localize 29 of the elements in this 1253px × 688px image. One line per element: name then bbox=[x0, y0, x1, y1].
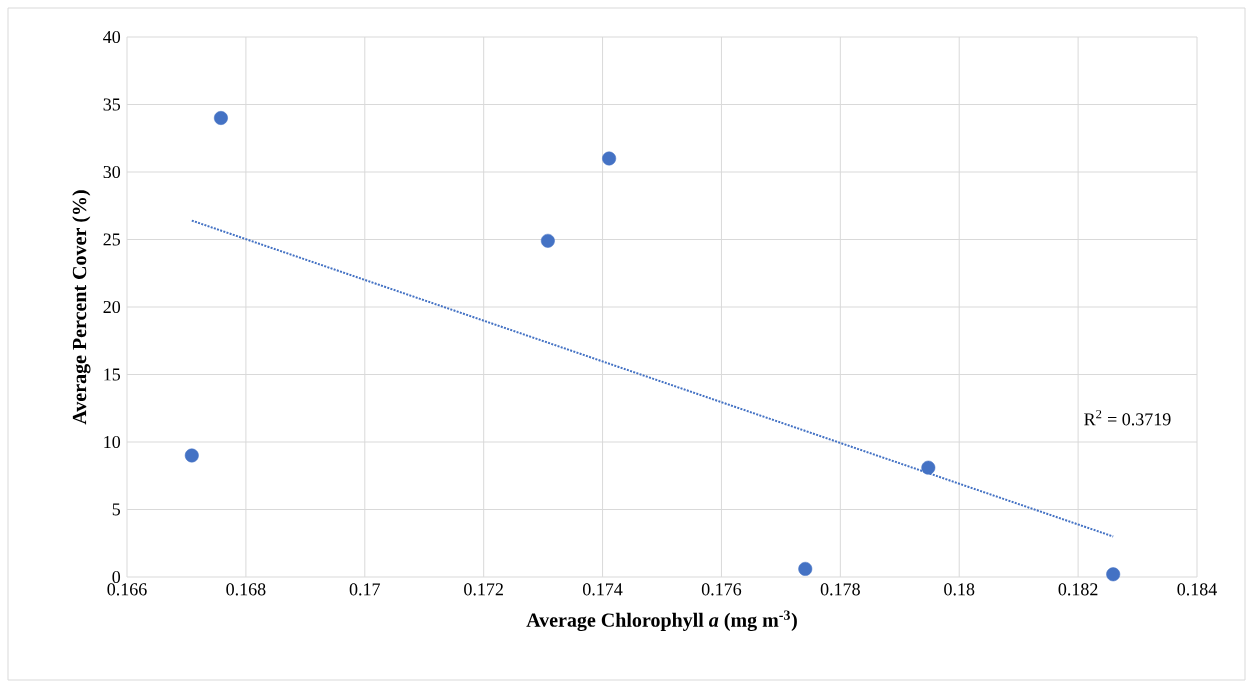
x-tick-label: 0.184 bbox=[1177, 583, 1217, 596]
point bbox=[184, 448, 199, 463]
y-tick-label: 15 bbox=[104, 368, 121, 381]
point bbox=[214, 111, 228, 125]
point bbox=[1106, 567, 1121, 582]
x-tick-label: 0.174 bbox=[583, 583, 623, 596]
y-tick-label: 25 bbox=[103, 233, 121, 246]
y-axis-title: Average Percent Cover (%) bbox=[72, 190, 91, 425]
x-tick-label: 0.168 bbox=[226, 583, 266, 596]
y-tick-label: 40 bbox=[103, 30, 121, 44]
point bbox=[798, 561, 813, 576]
y-tick-label: 20 bbox=[103, 300, 121, 314]
x-tick-label: 0.176 bbox=[701, 583, 742, 596]
x-axis-title: Average Chlorophyll a (mg m$^{-3}$) bbox=[526, 610, 797, 632]
y-tick-label: 10 bbox=[104, 435, 121, 449]
point bbox=[540, 233, 555, 248]
x-tick-label: 0.178 bbox=[820, 583, 860, 596]
point bbox=[921, 460, 936, 475]
x-tick-label: 0.172 bbox=[464, 583, 503, 596]
y-tick-label: 30 bbox=[103, 165, 121, 179]
y-tick-label: 35 bbox=[103, 98, 121, 111]
annotation: R$^{2}$ = 0.3719 bbox=[1084, 409, 1171, 426]
y-tick-label: 5 bbox=[112, 503, 121, 516]
x-tick-label: 0.17 bbox=[349, 583, 381, 596]
x-tick-label: 0.182 bbox=[1058, 583, 1098, 596]
x-tick-label: 0.166 bbox=[107, 583, 147, 596]
x-tick-label: 0.18 bbox=[944, 583, 975, 596]
point bbox=[602, 151, 617, 166]
y-tick-label: 0 bbox=[112, 570, 121, 584]
